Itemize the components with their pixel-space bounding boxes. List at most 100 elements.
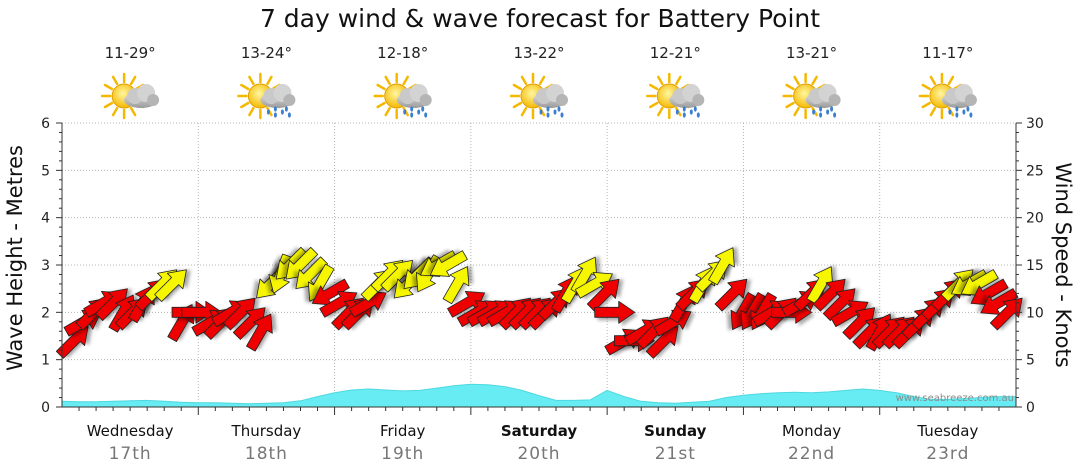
raindrop [273,112,277,118]
raindrop [962,109,966,115]
sun-ray [240,101,250,109]
raindrop [689,109,693,115]
raindrop [417,109,421,115]
raindrop [696,112,700,118]
sun-cloud-rain-icon [782,72,841,120]
day-date: 23rd [926,444,969,464]
day-name: Thursday [231,422,302,440]
y-right-tick-label: 0 [1026,400,1035,416]
raindrop [969,112,973,118]
wind-arrow [291,256,329,290]
raindrop [693,106,697,112]
plot-grid [62,122,1016,407]
wind-arrow-body [980,288,1019,315]
cloud [124,84,160,108]
day-date: 18th [245,444,288,464]
y-left-tick-label: 0 [41,400,50,416]
raindrop [833,112,837,118]
day-date: 22nd [788,444,835,464]
raindrop [546,106,550,112]
temperature-range: 13-22° [513,44,564,62]
temperature-range: 11-17° [922,44,973,62]
y-left-tick-label: 1 [41,353,50,369]
raindrop [287,112,291,118]
day-date: 20th [517,444,560,464]
wind-arrow-body [714,278,748,312]
chart-title: 7 day wind & wave forecast for Battery P… [259,4,821,33]
temperature-range: 12-21° [650,44,701,62]
sun-ray [675,75,682,86]
raindrop [966,106,970,112]
day-date: 17th [109,444,152,464]
sun-ray [129,75,137,86]
raindrop [410,106,414,112]
day-name: Monday [782,422,841,440]
sun-ray [793,106,800,117]
wind-arrow-body [708,247,735,286]
sun-cloud-rain-icon [918,72,977,120]
cloud-puff [828,94,841,106]
cloud-puff [556,94,568,106]
y-right-tick-label: 15 [1026,258,1044,274]
y-left-tick-label: 6 [41,116,50,132]
sun-cloud-rain-icon [509,72,568,120]
raindrop [819,106,823,112]
temperature-range: 13-24° [241,44,292,62]
raindrop [955,106,959,112]
raindrop [546,112,550,118]
raindrop [273,106,277,112]
wind-arrow [842,307,879,340]
sun-ray [248,75,255,86]
y-left-label: Wave Height - Metres [3,145,27,371]
sun-ray [785,83,795,91]
sun-ray [376,101,386,109]
y-left-tick-label: 4 [41,211,50,227]
temperature-range: 11-29° [105,44,156,62]
sun-cloud-rain-icon [646,72,705,120]
sun-ray [538,75,546,86]
sun-ray [657,75,664,86]
day-name: Sunday [644,422,707,440]
sun-ray [512,83,523,91]
y-left-tick-label: 2 [41,305,50,321]
raindrop [557,106,561,112]
sun-ray [512,101,523,109]
wind-arrow-body [295,256,329,290]
sun-ray [929,106,937,117]
cloud-puff [419,94,432,106]
wind-arrow [308,277,350,306]
y-right-label: Wind Speed - Knots [1051,162,1075,367]
raindrop [284,106,288,112]
wind-arrow-body [594,300,636,324]
wind-arrow [426,249,468,277]
y-right-tick-label: 25 [1026,163,1044,179]
sun-ray [929,75,937,86]
wind-arrow-body [442,266,470,305]
day-name: Saturday [501,422,578,440]
raindrop [424,112,428,118]
wind-arrow-body [812,278,846,312]
sun-ray [921,101,932,109]
cloud [260,84,296,108]
raindrop [830,106,834,112]
wave-area [61,383,1017,408]
sun-ray [111,75,119,86]
wind-arrow [976,287,1019,315]
wind-arrow [154,269,191,302]
cloud-puff [283,94,296,106]
cloud-puff [147,94,160,106]
sun-ray [947,75,955,86]
sun-ray [103,83,114,91]
y-left-tick-label: 5 [41,163,50,179]
daily-weather: 11-29° 13-24° 12-18° 13-22° 12-21° 13-21° 11-1… [100,44,977,120]
y-right-tick-label: 30 [1026,116,1044,132]
cloud [805,84,841,108]
sun-ray [811,75,818,86]
cloud-puff [692,94,705,106]
wave-height-area [61,383,1017,408]
raindrop [682,112,686,118]
wind-arrow-body [246,313,273,352]
y-right-tick-label: 5 [1026,353,1035,369]
wind-arrow-body [380,259,413,293]
